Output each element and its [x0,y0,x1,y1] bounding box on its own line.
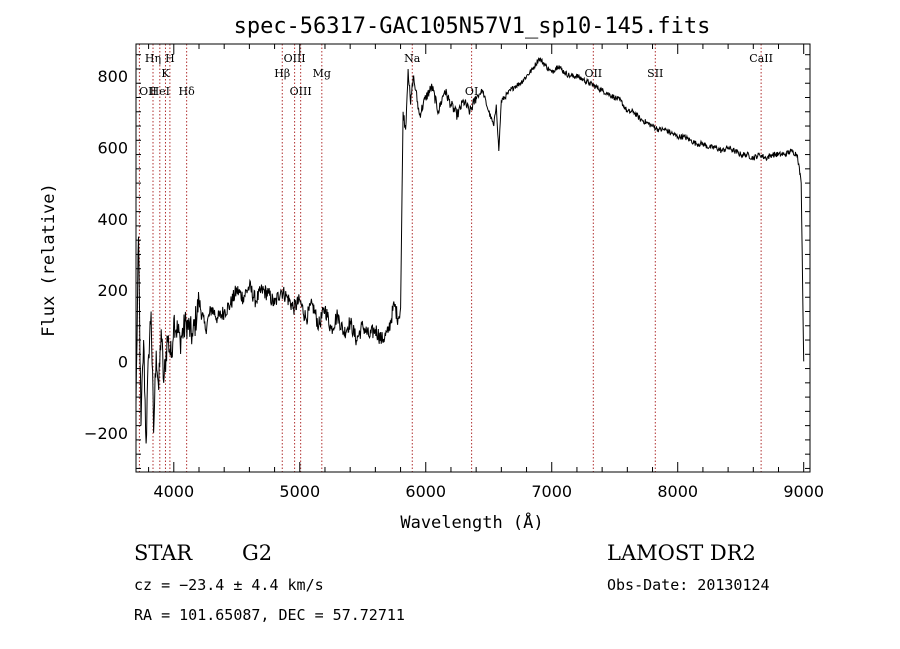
x-tick-label: 4000 [153,482,194,501]
x-tick-label: 8000 [657,482,698,501]
plot-frame [135,43,811,473]
object-class-label: STAR [134,541,193,565]
x-axis-tick-labels: 4000 5000 6000 7000 8000 9000 [153,482,824,501]
spectrum-series-line [135,57,805,444]
y-tick-label: 800 [97,67,128,86]
spectral-line-label: HeI [150,85,170,98]
y-tick-label: 400 [97,210,128,229]
spectral-line-label: OI [465,85,478,98]
spectral-line-label: OII [139,85,157,98]
observation-date: Obs-Date: 20130124 [607,576,770,594]
chart-title: spec-56317-GAC105N57V1_sp10-145.fits [234,14,711,39]
y-tick-label: 200 [97,281,128,300]
x-tick-label: 9000 [783,482,824,501]
spectral-line-label: SII [647,67,663,80]
spectral-line-label: OIII [290,85,312,98]
spectral-line-label: K [161,67,170,80]
x-axis-label: Wavelength (Å) [400,511,543,533]
x-axis-ticks [148,44,805,472]
spectral-line-label: Hη [145,52,161,65]
x-tick-label: 5000 [279,482,320,501]
redshift-velocity: cz = −23.4 ± 4.4 km/s [134,576,324,594]
spectral-line-markers [138,44,762,472]
survey-label: LAMOST DR2 [607,541,756,565]
spectral-line-label: OIII [284,52,306,65]
spectral-line-label: H [165,52,175,65]
spectral-line-label: Hδ [179,85,196,98]
spectral-line-label: OII [584,67,602,80]
spectral-line-label: Na [404,52,421,65]
y-tick-label: 600 [97,138,128,157]
ra-dec-coordinates: RA = 101.65087, DEC = 57.72711 [134,606,405,624]
spectral-line-label: CaII [749,52,773,65]
y-tick-label: 0 [118,352,128,371]
y-axis-tick-labels: −200 0 200 400 600 800 [84,67,128,443]
spectral-line-label: Mg [313,67,331,80]
y-axis-label: Flux (relative) [39,183,59,337]
x-tick-label: 7000 [531,482,572,501]
y-axis-ticks [136,54,810,469]
spectral-line-label: Hβ [274,67,290,80]
x-tick-label: 6000 [405,482,446,501]
y-tick-label: −200 [84,424,128,443]
object-subclass-label: G2 [242,541,272,565]
